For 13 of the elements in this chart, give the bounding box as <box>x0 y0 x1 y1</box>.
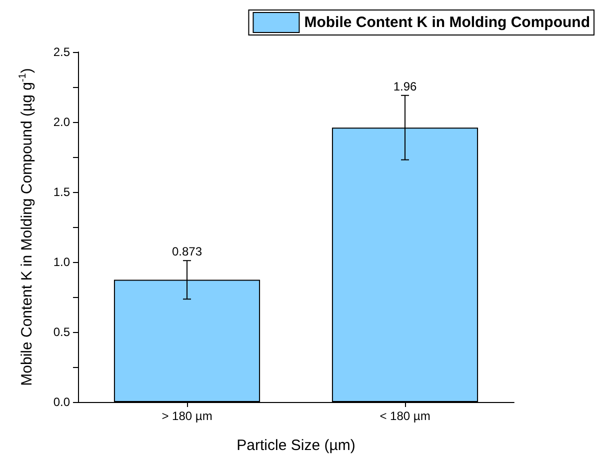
y-tick-label: 1.5 <box>53 185 70 199</box>
y-tick-label: 1.0 <box>53 255 70 269</box>
y-tick-label: 0.0 <box>53 395 70 409</box>
y-tick-label: 2.5 <box>53 45 70 59</box>
data-label: 1.96 <box>393 79 417 94</box>
y-tick-label: 2.0 <box>53 115 70 129</box>
legend-label: Mobile Content K in Molding Compound <box>304 14 590 31</box>
y-axis-title: Mobile Content K in Molding Compound (µg g-1) <box>18 68 36 386</box>
x-axis-title: Particle Size (µm) <box>236 437 356 454</box>
data-label: 0.873 <box>172 244 202 259</box>
x-tick-label: > 180 µm <box>162 409 212 423</box>
y-tick-label: 0.5 <box>53 325 70 339</box>
x-tick-label: < 180 µm <box>380 409 430 423</box>
